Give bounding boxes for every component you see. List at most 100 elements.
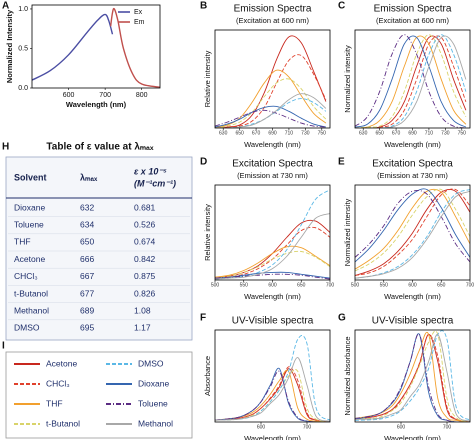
plot-frame <box>354 29 471 129</box>
y-axis-label: Normalized intensity <box>343 198 352 266</box>
series-line <box>355 188 470 276</box>
y-axis-label: Normalized absorbance <box>343 336 352 415</box>
series-line <box>355 35 467 128</box>
panel-label: I <box>2 341 5 352</box>
x-tick-label: 710 <box>425 130 434 136</box>
table-cell: 689 <box>80 305 94 315</box>
x-tick-label: 650 <box>297 282 306 288</box>
table-cell: 632 <box>80 202 94 212</box>
series-line <box>215 245 330 278</box>
series-line <box>355 188 470 263</box>
panel-label: G <box>338 313 346 324</box>
series-line <box>215 109 326 128</box>
x-tick-label: 500 <box>351 282 360 288</box>
chart-title: Emission Spectra <box>374 4 452 15</box>
table-cell: Toluene <box>14 219 44 229</box>
x-tick-label: 630 <box>359 130 368 136</box>
plot-frame <box>354 329 471 423</box>
series-line <box>215 54 327 128</box>
x-axis-label: Wavelength (nm) <box>244 292 301 301</box>
table-cell: 666 <box>80 254 94 264</box>
table-cell: Methanol <box>14 305 49 315</box>
table-cell: Acetone <box>14 254 45 264</box>
x-tick-label: 600 <box>257 424 266 430</box>
y-tick-label: 0.5 <box>18 45 28 52</box>
x-axis-label: Wavelength (nm) <box>384 434 441 440</box>
legend-label: Toluene <box>138 398 168 408</box>
y-axis-label: Relative intensity <box>203 204 212 261</box>
x-tick-label: 650 <box>375 130 384 136</box>
table-cell: 634 <box>80 219 94 229</box>
x-tick-label: 550 <box>380 282 389 288</box>
series-line <box>109 7 160 88</box>
panel-label: B <box>200 1 207 12</box>
legend-label: Methanol <box>138 418 173 428</box>
table-cell: 695 <box>80 323 94 333</box>
table-cell: 0.526 <box>134 219 156 229</box>
table-cell: 1.08 <box>134 305 151 315</box>
series-line <box>215 35 327 128</box>
series-line <box>355 35 467 128</box>
table-cell: 0.842 <box>134 254 156 264</box>
table-header: ε x 10⁻⁵ <box>134 166 167 176</box>
series-line <box>355 333 470 422</box>
series-line <box>215 226 330 279</box>
series-line <box>355 34 467 128</box>
panel-label: C <box>338 1 345 12</box>
series-line <box>355 34 467 128</box>
series-line <box>355 330 470 421</box>
panel-label: A <box>2 1 9 12</box>
x-tick-label: 500 <box>211 282 220 288</box>
x-tick-label: 750 <box>318 130 327 136</box>
panel-label: D <box>200 157 207 168</box>
x-tick-label: 670 <box>392 130 401 136</box>
x-tick-label: 700 <box>326 282 335 288</box>
chart-subtitle: (Emission at 730 nm) <box>237 171 308 180</box>
x-tick-label: 650 <box>235 130 244 136</box>
x-axis-label: Wavelength (nm) <box>384 292 441 301</box>
table-title: Table of ε value at λₘₐₓ <box>46 142 153 153</box>
plot-frame <box>214 184 331 281</box>
table-cell: 0.826 <box>134 288 156 298</box>
x-tick-label: 670 <box>252 130 261 136</box>
table-cell: THF <box>14 237 31 247</box>
legend-label: DMSO <box>138 358 164 368</box>
legend-label: Em <box>134 19 145 26</box>
x-axis-label: Wavelength (nm) <box>66 100 127 109</box>
series-line <box>355 189 470 263</box>
table-cell: Dioxane <box>14 202 45 212</box>
series-line <box>355 332 470 422</box>
series-line <box>215 213 330 280</box>
chart-subtitle: (Excitation at 600 nm) <box>376 16 449 25</box>
series-line <box>355 35 467 128</box>
series-line <box>215 189 330 280</box>
series-line <box>215 271 330 279</box>
table-cell: t-Butanol <box>14 288 48 298</box>
legend-label: CHCl₃ <box>46 378 70 388</box>
x-tick-label: 550 <box>240 282 249 288</box>
series-line <box>215 250 330 279</box>
x-tick-label: 600 <box>397 424 406 430</box>
legend-label: Acetone <box>46 358 77 368</box>
legend-frame <box>5 351 193 439</box>
table-cell: CHCl₃ <box>14 271 38 281</box>
chart-title: Excitation Spectra <box>232 159 313 170</box>
y-axis-label: Relative intensity <box>203 50 212 107</box>
x-tick-label: 600 <box>63 92 75 99</box>
series-line <box>215 105 326 128</box>
x-tick-label: 690 <box>408 130 417 136</box>
chart-title: UV-Visible spectra <box>232 316 314 327</box>
series-line <box>355 190 470 279</box>
series-line <box>355 333 470 422</box>
x-tick-label: 600 <box>268 282 277 288</box>
table-frame <box>5 156 193 341</box>
x-tick-label: 650 <box>437 282 446 288</box>
x-tick-label: 700 <box>466 282 474 288</box>
table-cell: DMSO <box>14 323 40 333</box>
series-line <box>355 188 470 270</box>
table-cell: 0.681 <box>134 202 156 212</box>
series-line <box>215 219 330 279</box>
table-cell: 0.674 <box>134 237 156 247</box>
plot-frame <box>31 4 161 89</box>
